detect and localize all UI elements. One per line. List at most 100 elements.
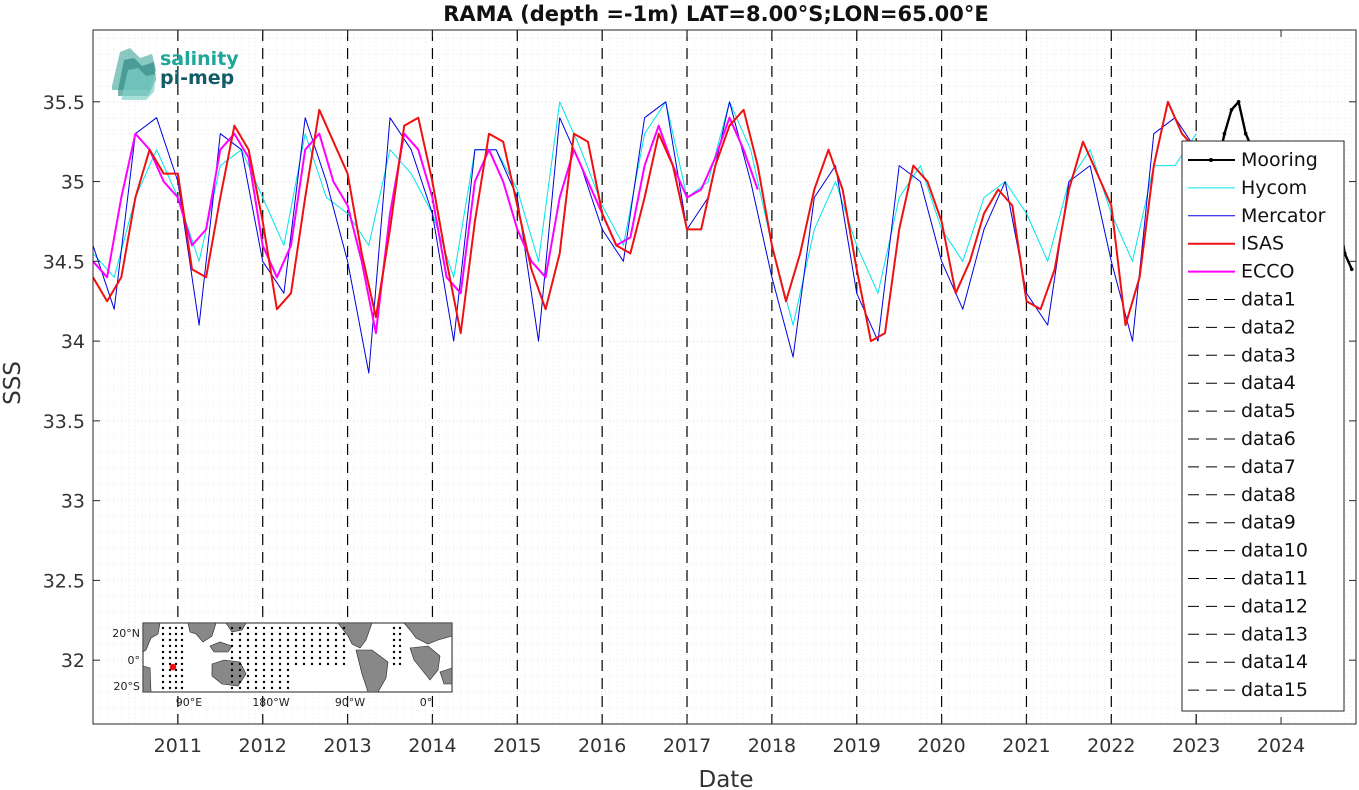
mooring-dot-38 [180, 650, 184, 654]
mooring-dot-84 [254, 662, 258, 666]
mooring-dot-179 [342, 650, 346, 654]
mooring-dot-111 [278, 626, 282, 630]
legend-label-data6: data6 [1241, 428, 1296, 450]
mooring-dot-99 [262, 686, 266, 690]
y-tick-label-32-5: 32.5 [43, 570, 85, 592]
mooring-dot-193 [398, 650, 402, 654]
mooring-dot-102 [270, 638, 274, 642]
mooring-dot-70 [246, 644, 250, 648]
mooring-dot-50 [230, 656, 234, 660]
mooring-dot-54 [230, 680, 234, 684]
mooring-dot-35 [180, 632, 184, 636]
mooring-dot-176 [342, 632, 346, 636]
mooring-dot-61 [238, 656, 242, 660]
legend-label-data3: data3 [1241, 344, 1296, 366]
mooring-dot-165 [326, 650, 330, 654]
x-tick-label-2021: 2021 [1002, 735, 1050, 757]
mooring-dot-120 [278, 680, 282, 684]
series-line-isas [93, 100, 1197, 343]
mooring-dot-100 [270, 626, 274, 630]
mooring-dot-15 [168, 644, 172, 648]
mooring-dot-175 [342, 626, 346, 630]
series-line-mercator [93, 101, 1197, 374]
mooring-dot-83 [254, 656, 258, 660]
mooring-dot-186 [392, 650, 396, 654]
mooring-dot-89 [262, 626, 266, 630]
mooring-dot-95 [262, 662, 266, 666]
mooring-dot-114 [278, 644, 282, 648]
legend-label-ecco: ECCO [1241, 261, 1295, 283]
mooring-dot-143 [302, 644, 306, 648]
x-tick-label-2022: 2022 [1087, 735, 1135, 757]
mooring-dot-34 [180, 626, 184, 630]
mooring-dot-59 [238, 644, 242, 648]
mooring-dot-108 [270, 674, 274, 678]
mooring-dot-157 [318, 644, 322, 648]
inset-map-sea [142, 622, 453, 693]
mooring-dot-105 [270, 656, 274, 660]
mooring-dot-10 [161, 680, 165, 684]
mooring-dot-55 [230, 686, 234, 690]
mooring-dot-139 [294, 662, 298, 666]
mooring-dot-142 [302, 638, 306, 642]
mooring-dot-78 [254, 626, 258, 630]
mooring-dot-110 [270, 686, 274, 690]
mooring-dot-43 [180, 680, 184, 684]
mooring-dot-160 [318, 662, 322, 666]
mooring-dot-177 [342, 638, 346, 642]
mooring-dot-152 [310, 656, 314, 660]
mooring-dot-151 [310, 650, 314, 654]
mooring-dot-146 [302, 662, 306, 666]
legend-label-data15: data15 [1241, 679, 1308, 701]
salinity-pimep-logo: salinity pi-mep [112, 48, 239, 100]
mooring-dot-88 [254, 686, 258, 690]
mooring-dot-127 [286, 656, 290, 660]
mooring-dot-141 [302, 632, 306, 636]
mooring-dot-148 [310, 632, 314, 636]
mooring-dot-82 [254, 650, 258, 654]
mooring-dot-73 [246, 662, 250, 666]
mooring-dot-171 [334, 644, 338, 648]
mooring-dot-40 [180, 662, 184, 666]
mooring-dot-92 [262, 644, 266, 648]
mooring-dot-166 [326, 656, 330, 660]
legend-label-data7: data7 [1241, 456, 1296, 478]
mooring-dot-154 [318, 626, 322, 630]
mooring-dot-94 [262, 656, 266, 660]
mooring-dot-21 [168, 680, 172, 684]
mooring-dot-93 [262, 650, 266, 654]
mooring-dot-167 [326, 662, 330, 666]
x-ticks: 2011 2012 2013 2014 2015 2016 2017 2018 2019 2020… [154, 30, 1305, 757]
mooring-dot-23 [174, 626, 178, 630]
mooring-dot-29 [174, 662, 178, 666]
mooring-dot-98 [262, 680, 266, 684]
mooring-dot-181 [342, 662, 346, 666]
mooring-dot-96 [262, 668, 266, 672]
mooring-dot-2 [161, 632, 165, 636]
series-point-mooring-1-3 [1229, 107, 1234, 112]
mooring-dot-81 [254, 644, 258, 648]
mooring-dot-3 [161, 638, 165, 642]
legend-label-isas: ISAS [1241, 233, 1284, 255]
mooring-dot-6 [161, 656, 165, 660]
vertical-markers [177, 30, 1197, 724]
mooring-dot-182 [392, 626, 396, 630]
x-tick-label-2018: 2018 [748, 735, 796, 757]
x-tick-label-2011: 2011 [154, 735, 202, 757]
mooring-dot-9 [161, 674, 165, 678]
mooring-dot-71 [246, 650, 250, 654]
mooring-dot-47 [230, 638, 234, 642]
mooring-dot-7 [161, 662, 165, 666]
mooring-dot-178 [342, 644, 346, 648]
mooring-dot-195 [398, 662, 402, 666]
mooring-dot-86 [254, 674, 258, 678]
mooring-array-dots [161, 626, 402, 690]
mooring-dot-68 [246, 632, 250, 636]
mooring-dot-76 [246, 680, 250, 684]
mooring-dot-150 [310, 644, 314, 648]
mooring-dot-161 [326, 626, 330, 630]
mooring-dot-140 [302, 626, 306, 630]
series-point-mooring-2-4 [1349, 267, 1354, 272]
inset-lat-tick-2: 0° [128, 654, 141, 667]
